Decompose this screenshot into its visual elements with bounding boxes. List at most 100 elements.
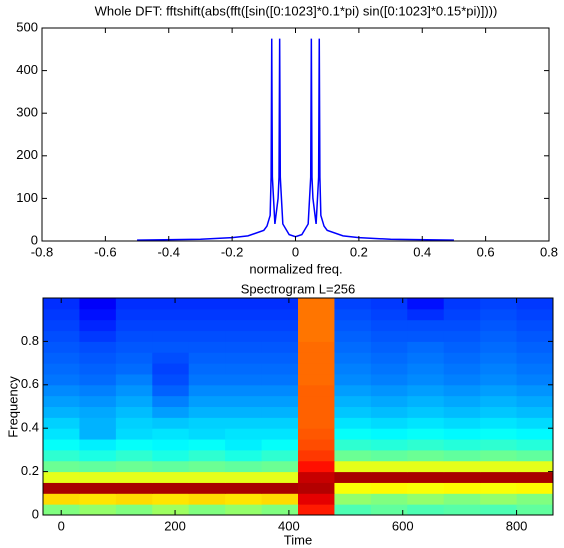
heatmap-cell [298, 330, 335, 342]
heatmap-cell [115, 482, 153, 494]
heatmap-cell [79, 471, 117, 483]
heatmap-cell [480, 330, 518, 342]
heatmap-cell [225, 482, 263, 494]
heatmap-cell [443, 352, 481, 364]
heatmap-cell [43, 471, 80, 483]
heatmap-cell [152, 352, 190, 364]
heatmap-cell [43, 363, 80, 375]
heatmap-cell [225, 384, 263, 397]
y-tick-label: 0 [32, 506, 39, 521]
chart-title: Spectrogram L=256 [241, 281, 356, 296]
heatmap-cell [43, 298, 80, 310]
heatmap-cell [407, 352, 445, 364]
heatmap-cell [370, 308, 408, 321]
heatmap-cell [298, 341, 335, 353]
heatmap-cell [298, 449, 335, 462]
heatmap-cell [188, 352, 226, 364]
heatmap-cell [298, 417, 335, 429]
heatmap-cell [298, 363, 335, 375]
heatmap-cell [334, 373, 372, 386]
heatmap-cell [516, 449, 554, 462]
heatmap-cell [79, 449, 117, 462]
heatmap-cell [152, 493, 190, 505]
heatmap-cell [152, 395, 190, 407]
heatmap-cell [43, 341, 80, 353]
heatmap-cell [115, 341, 153, 353]
heatmap-cell [443, 482, 481, 494]
y-tick-label: 0.4 [21, 420, 39, 435]
heatmap-cell [370, 298, 408, 310]
x-tick-label: -0.6 [94, 244, 116, 259]
y-tick-label: 0.8 [21, 333, 39, 348]
heatmap-cell [298, 504, 335, 516]
heatmap-cell [480, 493, 518, 505]
heatmap-cell [79, 439, 117, 451]
heatmap-cell [298, 406, 335, 418]
heatmap-cell [370, 417, 408, 429]
heatmap-cell [334, 493, 372, 505]
heatmap-cell [43, 384, 80, 397]
heatmap-cell [152, 471, 190, 483]
heatmap-cell [480, 395, 518, 407]
heatmap-cell [225, 373, 263, 386]
heatmap-cell [261, 504, 299, 516]
heatmap-cell [443, 493, 481, 505]
heatmap-cell [188, 493, 226, 505]
heatmap-cell [407, 439, 445, 451]
heatmap-cell [480, 298, 518, 310]
heatmap-cell [188, 330, 226, 342]
x-tick-label: 0.8 [540, 244, 558, 259]
heatmap-cell [261, 428, 299, 440]
heatmap-cell [516, 384, 554, 397]
heatmap-cell [407, 308, 445, 321]
heatmap-cell [480, 363, 518, 375]
heatmap-cell [516, 352, 554, 364]
heatmap-cell [188, 504, 226, 516]
heatmap-cell [43, 406, 80, 418]
heatmap-cell [516, 395, 554, 407]
heatmap-cell [443, 439, 481, 451]
heatmap-cell [370, 504, 408, 516]
heatmap-cell [516, 482, 554, 494]
heatmap-cell [225, 352, 263, 364]
heatmap-cell [298, 373, 335, 386]
heatmap-cell [480, 406, 518, 418]
heatmap-cell [516, 493, 554, 505]
heatmap-cell [115, 504, 153, 516]
heatmap-cell [480, 482, 518, 494]
heatmap-cell [443, 417, 481, 429]
y-tick-label: 400 [16, 62, 38, 77]
heatmap-cell [516, 406, 554, 418]
heatmap-cell [188, 395, 226, 407]
heatmap-cell [152, 384, 190, 397]
heatmap-cell [225, 363, 263, 375]
heatmap-cell [115, 352, 153, 364]
heatmap-cell [334, 449, 372, 462]
heatmap-cell [516, 308, 554, 321]
heatmap-cell [188, 308, 226, 321]
heatmap-cell [152, 460, 190, 473]
heatmap-cell [225, 428, 263, 440]
heatmap-cell [115, 406, 153, 418]
heatmap-cell [480, 439, 518, 451]
heatmap-cell [480, 471, 518, 483]
heatmap-cell [43, 439, 80, 451]
heatmap-cell [261, 406, 299, 418]
heatmap-cell [79, 395, 117, 407]
heatmap-cell [188, 471, 226, 483]
heatmap-cell [261, 352, 299, 364]
heatmap-cell [152, 341, 190, 353]
heatmap-cell [516, 373, 554, 386]
heatmap-cell [298, 493, 335, 505]
heatmap-cell [225, 308, 263, 321]
heatmap-cell [115, 384, 153, 397]
heatmap-cell [407, 471, 445, 483]
heatmap-cell [79, 352, 117, 364]
heatmap-cell [188, 341, 226, 353]
heatmap-cell [516, 460, 554, 473]
heatmap-cell [115, 428, 153, 440]
heatmap-cell [370, 493, 408, 505]
heatmap-cell [407, 428, 445, 440]
heatmap-cell [443, 504, 481, 516]
